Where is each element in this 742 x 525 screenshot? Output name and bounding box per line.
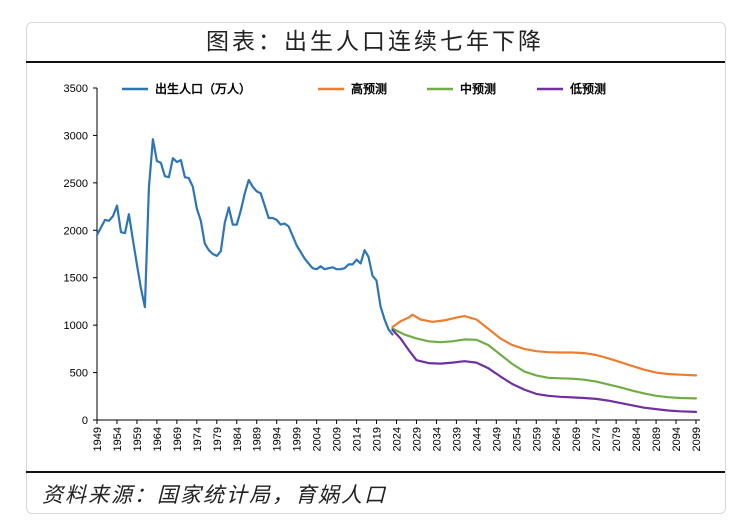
x-tick-label: 2009 [332, 427, 344, 451]
y-tick-label: 2500 [64, 178, 88, 190]
x-tick-label: 1949 [92, 427, 104, 451]
x-tick-label: 2064 [551, 427, 563, 451]
y-tick-label: 3000 [64, 130, 88, 142]
source-divider [26, 471, 725, 473]
x-tick-label: 2054 [511, 427, 523, 451]
y-tick-label: 1500 [64, 273, 88, 285]
x-tick-label: 2094 [671, 427, 683, 451]
x-tick-label: 1979 [212, 427, 224, 451]
x-tick-label: 1974 [192, 427, 204, 451]
chart-title: 图表：出生人口连续七年下降 [206, 29, 544, 55]
x-tick-label: 1999 [292, 427, 304, 451]
legend: 出生人口（万人） 高预测 中预测 低预测 [122, 81, 606, 96]
x-tick-label: 2019 [372, 427, 384, 451]
x-tick-label: 2069 [571, 427, 583, 451]
x-tick-label: 2039 [451, 427, 463, 451]
x-tick-label: 2004 [312, 427, 324, 451]
chart-frame [26, 22, 726, 514]
legend-label-1: 高预测 [351, 81, 387, 96]
x-tick-label: 1954 [112, 427, 124, 451]
x-tick-label: 1984 [232, 427, 244, 451]
x-tick-label: 2079 [611, 427, 623, 451]
legend-label-3: 低预测 [569, 81, 606, 96]
x-tick-label: 2099 [691, 427, 703, 451]
x-tick-label: 2059 [531, 427, 543, 451]
title-divider [26, 61, 725, 63]
legend-label-2: 中预测 [460, 81, 496, 96]
x-tick-label: 1994 [272, 427, 284, 451]
y-tick-label: 500 [70, 368, 88, 380]
x-tick-label: 1959 [132, 427, 144, 451]
x-tick-label: 2049 [491, 427, 503, 451]
x-tick-label: 2074 [591, 427, 603, 451]
x-tick-label: 2034 [431, 427, 443, 451]
series-layer [95, 138, 698, 413]
x-tick-label: 2024 [392, 427, 404, 451]
x-tick-label: 2044 [471, 427, 483, 451]
series-line-3 [391, 328, 698, 413]
series-line-1 [391, 313, 698, 377]
source-note: 资料来源：国家统计局，育娲人口 [42, 483, 387, 507]
series-line-2 [391, 327, 698, 400]
legend-label-0: 出生人口（万人） [155, 81, 251, 96]
x-tick-label: 1969 [172, 427, 184, 451]
y-tick-label: 0 [82, 415, 88, 427]
axes: 0 500 1000 1500 2000 2500 3000 3500 1949 1954 1959… [64, 83, 703, 451]
y-tick-label: 3500 [64, 83, 88, 95]
x-tick-label: 1964 [152, 427, 164, 451]
x-tick-label: 2084 [631, 427, 643, 451]
series-line-0 [95, 138, 394, 336]
y-tick-label: 1000 [64, 320, 88, 332]
x-tick-label: 1989 [252, 427, 264, 451]
y-tick-label: 2000 [64, 225, 88, 237]
x-tick-label: 2029 [411, 427, 423, 451]
x-tick-label: 2089 [651, 427, 663, 451]
x-tick-label: 2014 [352, 427, 364, 451]
